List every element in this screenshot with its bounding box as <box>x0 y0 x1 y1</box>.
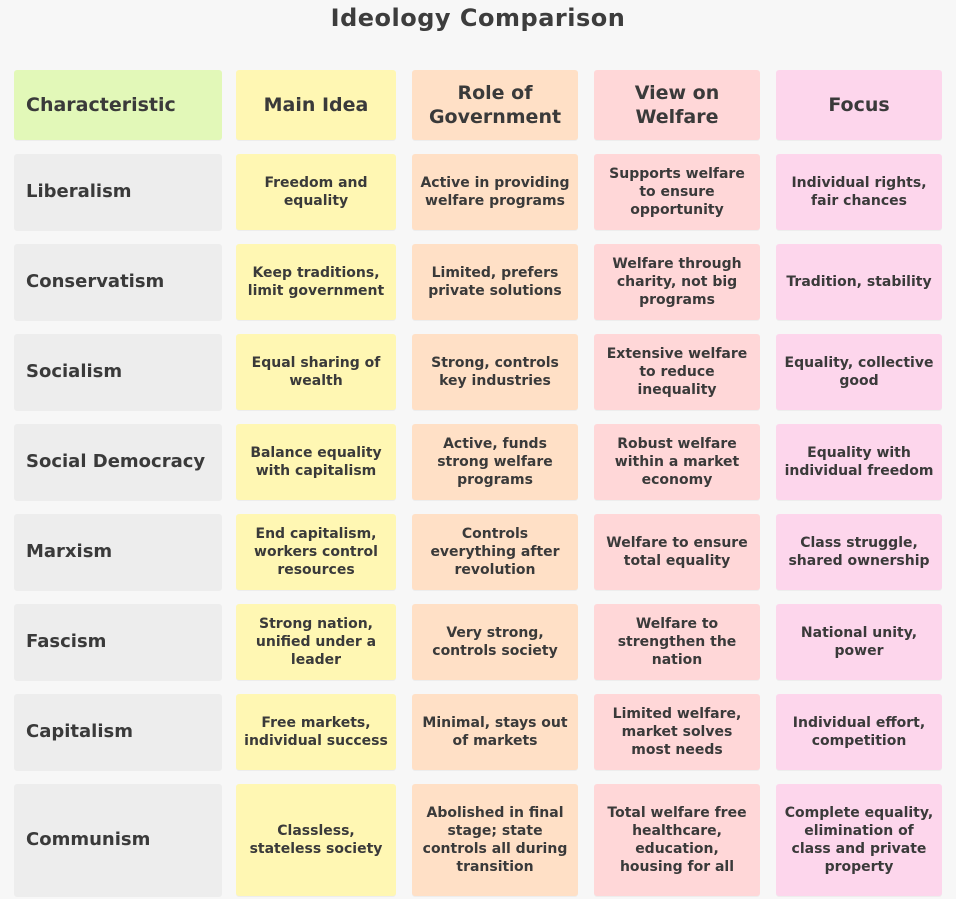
cell-focus: Equality, collective good <box>776 334 942 410</box>
row-ideology-name: Fascism <box>14 604 222 680</box>
cell-role-of-government: Controls everything after revolution <box>412 514 578 590</box>
cell-view-on-welfare: Robust welfare within a market economy <box>594 424 760 500</box>
row-ideology-name: Social Democracy <box>14 424 222 500</box>
cell-role-of-government: Limited, prefers private solutions <box>412 244 578 320</box>
cell-role-of-government: Strong, controls key industries <box>412 334 578 410</box>
cell-main-idea: End capitalism, workers control resource… <box>236 514 396 590</box>
cell-view-on-welfare: Welfare to strengthen the nation <box>594 604 760 680</box>
cell-role-of-government: Active, funds strong welfare programs <box>412 424 578 500</box>
cell-main-idea: Strong nation, unified under a leader <box>236 604 396 680</box>
cell-focus: Class struggle, shared ownership <box>776 514 942 590</box>
cell-focus: Tradition, stability <box>776 244 942 320</box>
cell-view-on-welfare: Extensive welfare to reduce inequality <box>594 334 760 410</box>
cell-view-on-welfare: Welfare through charity, not big program… <box>594 244 760 320</box>
header-characteristic: Characteristic <box>14 70 222 140</box>
row-ideology-name: Socialism <box>14 334 222 410</box>
row-ideology-name: Conservatism <box>14 244 222 320</box>
cell-focus: Individual effort, competition <box>776 694 942 770</box>
cell-role-of-government: Minimal, stays out of markets <box>412 694 578 770</box>
cell-main-idea: Equal sharing of wealth <box>236 334 396 410</box>
cell-main-idea: Freedom and equality <box>236 154 396 230</box>
cell-focus: Equality with individual freedom <box>776 424 942 500</box>
cell-main-idea: Classless, stateless society <box>236 784 396 896</box>
header-view-on-welfare: View on Welfare <box>594 70 760 140</box>
cell-role-of-government: Abolished in final stage; state controls… <box>412 784 578 896</box>
cell-view-on-welfare: Welfare to ensure total equality <box>594 514 760 590</box>
row-ideology-name: Communism <box>14 784 222 896</box>
diagram-title: Ideology Comparison <box>330 4 626 32</box>
header-focus: Focus <box>776 70 942 140</box>
cell-main-idea: Balance equality with capitalism <box>236 424 396 500</box>
cell-main-idea: Free markets, individual success <box>236 694 396 770</box>
cell-focus: Individual rights, fair chances <box>776 154 942 230</box>
cell-role-of-government: Very strong, controls society <box>412 604 578 680</box>
cell-focus: National unity, power <box>776 604 942 680</box>
cell-view-on-welfare: Supports welfare to ensure opportunity <box>594 154 760 230</box>
cell-focus: Complete equality, elimination of class … <box>776 784 942 896</box>
cell-main-idea: Keep traditions, limit government <box>236 244 396 320</box>
row-ideology-name: Capitalism <box>14 694 222 770</box>
header-main-idea: Main Idea <box>236 70 396 140</box>
cell-role-of-government: Active in providing welfare programs <box>412 154 578 230</box>
header-role-of-government: Role of Government <box>412 70 578 140</box>
cell-view-on-welfare: Total welfare free healthcare, education… <box>594 784 760 896</box>
cell-view-on-welfare: Limited welfare, market solves most need… <box>594 694 760 770</box>
row-ideology-name: Marxism <box>14 514 222 590</box>
row-ideology-name: Liberalism <box>14 154 222 230</box>
